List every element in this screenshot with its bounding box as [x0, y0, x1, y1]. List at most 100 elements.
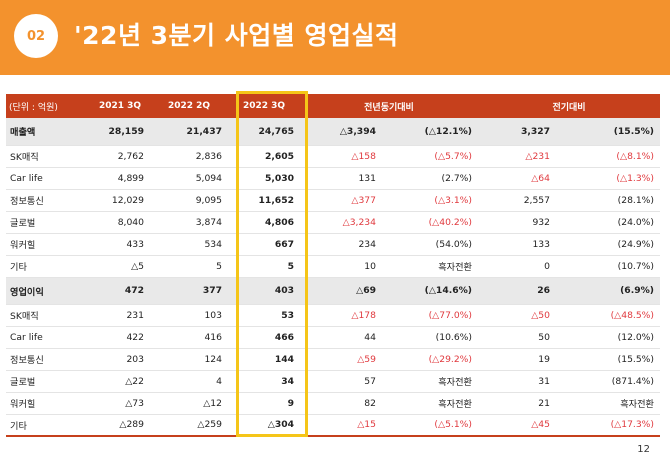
table-cell: 24,765: [228, 118, 300, 146]
table-cell: 11,652: [228, 189, 300, 212]
table-cell: (△17.3%): [556, 414, 660, 437]
table-cell: 19: [478, 348, 556, 371]
table-cell: △15: [300, 414, 382, 437]
table-cell: (28.1%): [556, 189, 660, 212]
table-row: 정보통신 203 124 144 △59 (△29.2%) 19 (15.5%): [6, 348, 660, 371]
table-cell: 9,095: [150, 189, 228, 212]
table-cell: △304: [228, 414, 300, 437]
table-body: 매출액 28,159 21,437 24,765 △3,394 (△12.1%) 3,327…: [6, 118, 660, 437]
table-row: SK매직 231 103 53 △178 (△77.0%) △50 (△48.5%): [6, 304, 660, 327]
table-cell: △69: [300, 277, 382, 305]
table-cell: △289: [90, 414, 150, 437]
col-header-yoy: 전년동기대비: [300, 94, 478, 118]
table-cell: 416: [150, 326, 228, 349]
table-cell: 흑자전환: [382, 392, 478, 415]
table-cell: △50: [478, 304, 556, 327]
table-cell: (24.0%): [556, 211, 660, 234]
table-cell: 5,094: [150, 167, 228, 190]
table-cell: △178: [300, 304, 382, 327]
table-cell: 26: [478, 277, 556, 305]
table-cell: 82: [300, 392, 382, 415]
table-cell: 21,437: [150, 118, 228, 146]
table-cell: △377: [300, 189, 382, 212]
table-cell: △12: [150, 392, 228, 415]
table-cell: (△48.5%): [556, 304, 660, 327]
table-cell: (△29.2%): [382, 348, 478, 371]
table-cell: 231: [90, 304, 150, 327]
table-header-row: (단위 : 억원) 2021 3Q 2022 2Q 2022 3Q 전년동기대비…: [6, 94, 660, 118]
row-label: 정보통신: [6, 348, 90, 371]
table-cell: (△8.1%): [556, 145, 660, 168]
table-cell: 5: [150, 255, 228, 278]
row-label: 글로벌: [6, 211, 90, 234]
table-row: 워커힐 433 534 667 234 (54.0%) 133 (24.9%): [6, 233, 660, 256]
section-badge: 02: [14, 14, 58, 58]
table-cell: △158: [300, 145, 382, 168]
table-row: 글로벌 △22 4 34 57 흑자전환 31 (871.4%): [6, 370, 660, 393]
table-cell: (△5.1%): [382, 414, 478, 437]
table-cell: 2,836: [150, 145, 228, 168]
table-cell: 34: [228, 370, 300, 393]
table-cell: 534: [150, 233, 228, 256]
table-cell: 3,327: [478, 118, 556, 146]
table-cell: △231: [478, 145, 556, 168]
table-row: 기타 △289 △259 △304 △15 (△5.1%) △45 (△17.3%): [6, 414, 660, 437]
table-cell: 44: [300, 326, 382, 349]
table-cell: (△5.7%): [382, 145, 478, 168]
table-cell: 50: [478, 326, 556, 349]
page-number: 12: [637, 444, 650, 455]
table-cell: (15.5%): [556, 118, 660, 146]
table-cell: 21: [478, 392, 556, 415]
table-cell: △3,394: [300, 118, 382, 146]
table-cell: △45: [478, 414, 556, 437]
row-label: SK매직: [6, 304, 90, 327]
col-header-2022-3q: 2022 3Q: [228, 94, 300, 118]
row-label: 매출액: [6, 118, 90, 146]
table-cell: 0: [478, 255, 556, 278]
results-table: (단위 : 억원) 2021 3Q 2022 2Q 2022 3Q 전년동기대비…: [6, 94, 660, 437]
table-cell: 2,557: [478, 189, 556, 212]
row-label: 기타: [6, 414, 90, 437]
table-cell: 667: [228, 233, 300, 256]
table-row: Car life 422 416 466 44 (10.6%) 50 (12.0%): [6, 326, 660, 349]
table-cell: (871.4%): [556, 370, 660, 393]
col-header-qoq: 전기대비: [478, 94, 660, 118]
row-label: 글로벌: [6, 370, 90, 393]
page-title: '22년 3분기 사업별 영업실적: [74, 21, 399, 50]
table-cell: 103: [150, 304, 228, 327]
table-row: 기타 △5 5 5 10 흑자전환 0 (10.7%): [6, 255, 660, 278]
row-label: 워커힐: [6, 233, 90, 256]
table-cell: 31: [478, 370, 556, 393]
table-cell: 4: [150, 370, 228, 393]
table-cell: 433: [90, 233, 150, 256]
table-cell: (12.0%): [556, 326, 660, 349]
table-cell: 3,874: [150, 211, 228, 234]
table-cell: 53: [228, 304, 300, 327]
table-cell: (△3.1%): [382, 189, 478, 212]
table-cell: 124: [150, 348, 228, 371]
table-cell: 2,605: [228, 145, 300, 168]
table-cell: △5: [90, 255, 150, 278]
table-cell: 8,040: [90, 211, 150, 234]
table-cell: (△12.1%): [382, 118, 478, 146]
table-cell: (△14.6%): [382, 277, 478, 305]
col-header-2021-3q: 2021 3Q: [90, 94, 150, 118]
row-label: Car life: [6, 326, 90, 349]
table-summary-row: 영업이익 472 377 403 △69 (△14.6%) 26 (6.9%): [6, 277, 660, 305]
table-row: 정보통신 12,029 9,095 11,652 △377 (△3.1%) 2,557 (28…: [6, 189, 660, 212]
table-cell: 흑자전환: [382, 370, 478, 393]
table-cell: 203: [90, 348, 150, 371]
table-cell: (△40.2%): [382, 211, 478, 234]
table-cell: 5,030: [228, 167, 300, 190]
table-cell: 9: [228, 392, 300, 415]
table-cell: 57: [300, 370, 382, 393]
table-cell: 131: [300, 167, 382, 190]
table-cell: (54.0%): [382, 233, 478, 256]
table-cell: 5: [228, 255, 300, 278]
table-cell: (10.7%): [556, 255, 660, 278]
table-cell: (6.9%): [556, 277, 660, 305]
table-cell: △64: [478, 167, 556, 190]
table-cell: 10: [300, 255, 382, 278]
table-cell: (15.5%): [556, 348, 660, 371]
table-cell: 2,762: [90, 145, 150, 168]
